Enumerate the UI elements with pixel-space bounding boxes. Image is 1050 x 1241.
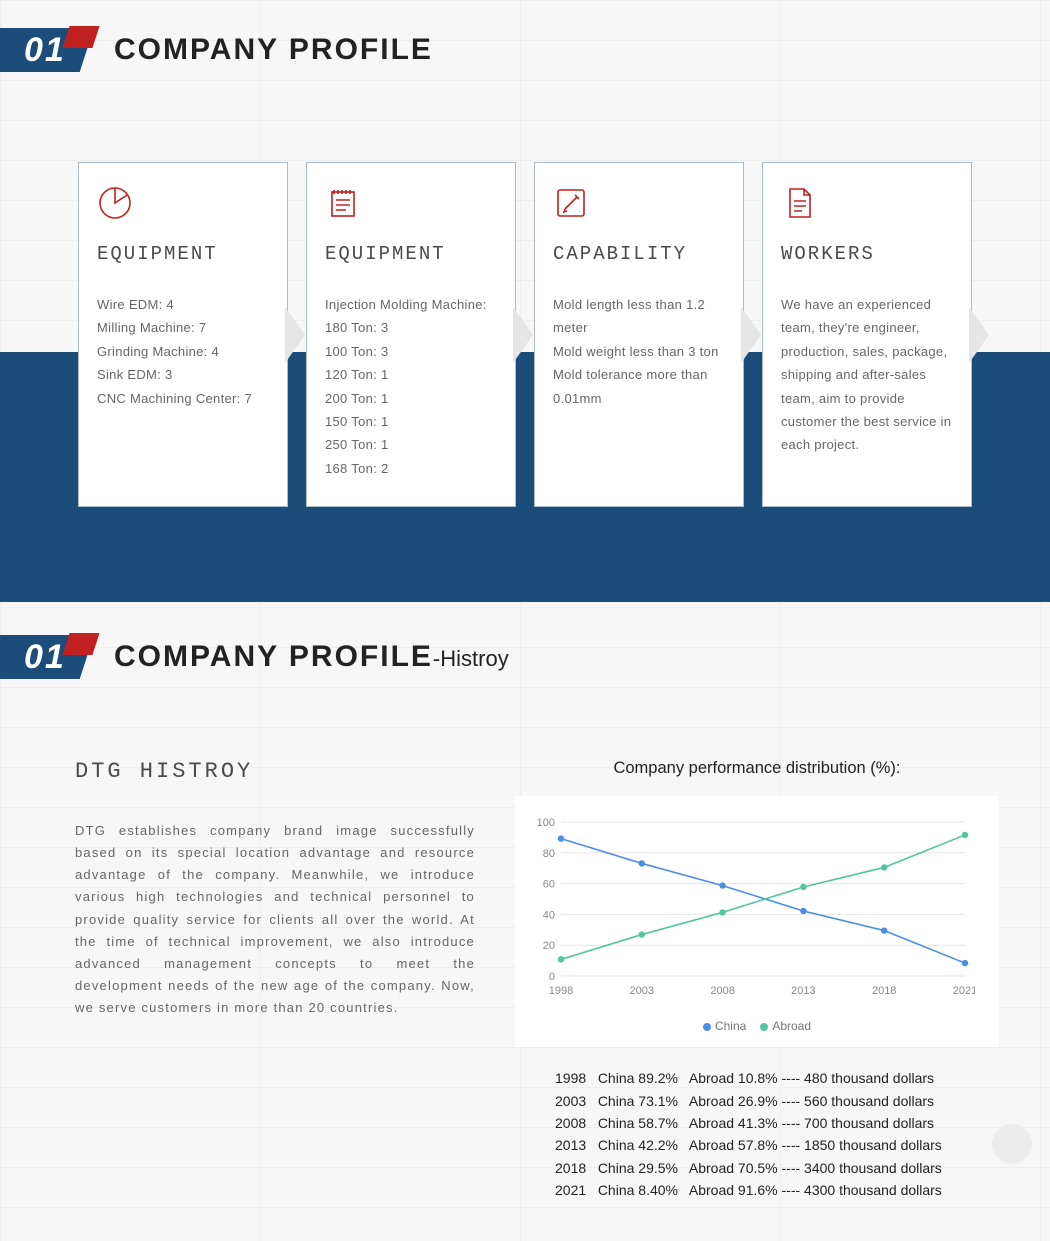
- data-row: 2018 China 29.5% Abroad 70.5% ---- 3400 …: [555, 1157, 999, 1179]
- cards-area: EQUIPMENT Wire EDM: 4 Milling Machine: 7…: [0, 92, 1050, 607]
- data-row: 2013 China 42.2% Abroad 57.8% ---- 1850 …: [555, 1134, 999, 1156]
- svg-text:2003: 2003: [630, 985, 654, 997]
- card-body: Injection Molding Machine: 180 Ton: 3 10…: [325, 293, 497, 480]
- card-capability: CAPABILITY Mold length less than 1.2 met…: [534, 162, 744, 507]
- svg-text:100: 100: [537, 817, 555, 829]
- notepad-icon: [325, 185, 497, 221]
- history-heading: DTG HISTROY: [75, 759, 475, 784]
- history-chart-block: Company performance distribution (%): 0 2…: [515, 759, 999, 1201]
- history-area: DTG HISTROY DTG establishes company bran…: [0, 699, 1050, 1241]
- edit-icon: [553, 185, 725, 221]
- chart-box: 0 20 40 60 80 100 1998 2003 2008 2013 2018 2021 Chi…: [515, 796, 999, 1047]
- arrow-icon: [741, 307, 761, 363]
- svg-text:20: 20: [543, 940, 555, 952]
- card-equipment-1: EQUIPMENT Wire EDM: 4 Milling Machine: 7…: [78, 162, 288, 507]
- data-row: 2021 China 8.40% Abroad 91.6% ---- 4300 …: [555, 1179, 999, 1201]
- performance-chart: 0 20 40 60 80 100 1998 2003 2008 2013 2018 2021: [525, 814, 975, 1004]
- data-row: 1998 China 89.2% Abroad 10.8% ---- 480 t…: [555, 1067, 999, 1089]
- badge-number: 01: [24, 28, 66, 72]
- card-body: Wire EDM: 4 Milling Machine: 7 Grinding …: [97, 293, 269, 410]
- section-title: COMPANY PROFILE: [114, 640, 433, 673]
- arrow-icon: [285, 307, 305, 363]
- chart-title: Company performance distribution (%):: [515, 759, 999, 778]
- svg-text:1998: 1998: [549, 985, 573, 997]
- cards-row: EQUIPMENT Wire EDM: 4 Milling Machine: 7…: [0, 162, 1050, 507]
- section-profile: 01 COMPANY PROFILE EQUIPMENT Wire EDM: 4…: [0, 0, 1050, 607]
- svg-text:0: 0: [549, 971, 555, 983]
- card-body: We have an experienced team, they're eng…: [781, 293, 953, 457]
- scroll-top-button[interactable]: [992, 1124, 1032, 1164]
- arrow-icon: [513, 307, 533, 363]
- data-row: 2003 China 73.1% Abroad 26.9% ---- 560 t…: [555, 1090, 999, 1112]
- svg-text:40: 40: [543, 910, 555, 922]
- section-title-wrap: COMPANY PROFILE-Histroy: [114, 640, 509, 674]
- card-title: EQUIPMENT: [97, 243, 269, 265]
- heading-row: 01 COMPANY PROFILE: [0, 0, 1050, 92]
- heading-row: 01 COMPANY PROFILE-Histroy: [0, 607, 1050, 699]
- card-workers: WORKERS We have an experienced team, the…: [762, 162, 972, 507]
- data-row: 2008 China 58.7% Abroad 41.3% ---- 700 t…: [555, 1112, 999, 1134]
- doc-icon: [781, 185, 953, 221]
- chart-data-list: 1998 China 89.2% Abroad 10.8% ---- 480 t…: [515, 1067, 999, 1201]
- pie-icon: [97, 185, 269, 221]
- card-title: WORKERS: [781, 243, 953, 265]
- svg-text:2008: 2008: [710, 985, 734, 997]
- history-text-block: DTG HISTROY DTG establishes company bran…: [75, 759, 475, 1019]
- section-subtitle: -Histroy: [433, 646, 509, 671]
- chart-legend: ChinaAbroad: [525, 1019, 975, 1033]
- history-paragraph: DTG establishes company brand image succ…: [75, 820, 475, 1019]
- card-body: Mold length less than 1.2 meter Mold wei…: [553, 293, 725, 410]
- svg-text:2018: 2018: [872, 985, 896, 997]
- svg-text:60: 60: [543, 879, 555, 891]
- svg-text:2021: 2021: [953, 985, 975, 997]
- arrow-icon: [969, 307, 989, 363]
- card-equipment-2: EQUIPMENT Injection Molding Machine: 180…: [306, 162, 516, 507]
- card-title: CAPABILITY: [553, 243, 725, 265]
- badge-01: 01: [0, 635, 100, 679]
- section-history: 01 COMPANY PROFILE-Histroy DTG HISTROY D…: [0, 607, 1050, 1241]
- svg-text:2013: 2013: [791, 985, 815, 997]
- badge-number: 01: [24, 635, 66, 679]
- svg-text:80: 80: [543, 848, 555, 860]
- section-title: COMPANY PROFILE: [114, 33, 433, 67]
- card-title: EQUIPMENT: [325, 243, 497, 265]
- badge-01: 01: [0, 28, 100, 72]
